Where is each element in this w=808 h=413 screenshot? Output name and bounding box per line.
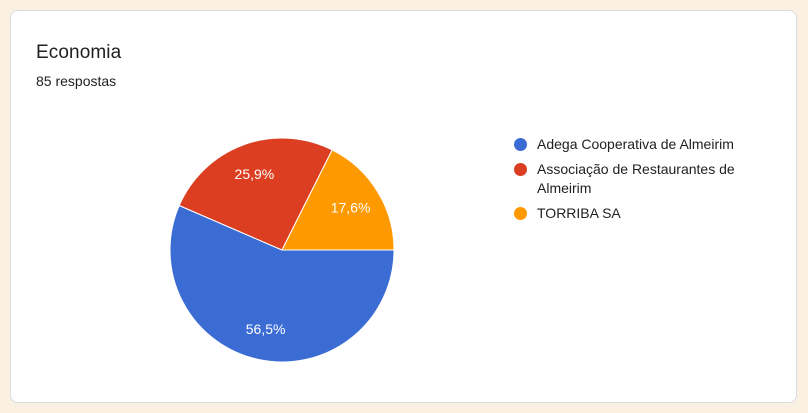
pie-slice-label: 17,6% [331, 200, 371, 216]
pie-slice-3[interactable] [281, 149, 395, 251]
pie-chart[interactable]: 56,5% 25,9% 17,6% [169, 137, 395, 363]
legend-label: TORRIBA SA [537, 205, 621, 221]
pie-slice-label: 25,9% [235, 166, 275, 182]
pie-slice-1[interactable] [169, 205, 395, 363]
legend-label: Associação de Restaurantes de Almeirim [537, 161, 735, 196]
legend-item: TORRIBA SA [514, 204, 772, 223]
question-title: Economia [36, 42, 122, 63]
response-count: 85 respostas [36, 73, 117, 89]
legend: Adega Cooperativa de Almeirim Associação … [514, 135, 772, 229]
summary-card: Economia 85 respostas 56,5% 25,9% 17,6% Ad… [10, 10, 797, 403]
legend-swatch-icon [514, 163, 527, 176]
pie-slice-2[interactable] [178, 137, 333, 251]
legend-swatch-icon [514, 207, 527, 220]
legend-label: Adega Cooperativa de Almeirim [537, 136, 734, 152]
pie-slice-label: 56,5% [246, 321, 286, 337]
legend-item: Associação de Restaurantes de Almeirim [514, 160, 772, 198]
legend-swatch-icon [514, 138, 527, 151]
legend-item: Adega Cooperativa de Almeirim [514, 135, 772, 154]
